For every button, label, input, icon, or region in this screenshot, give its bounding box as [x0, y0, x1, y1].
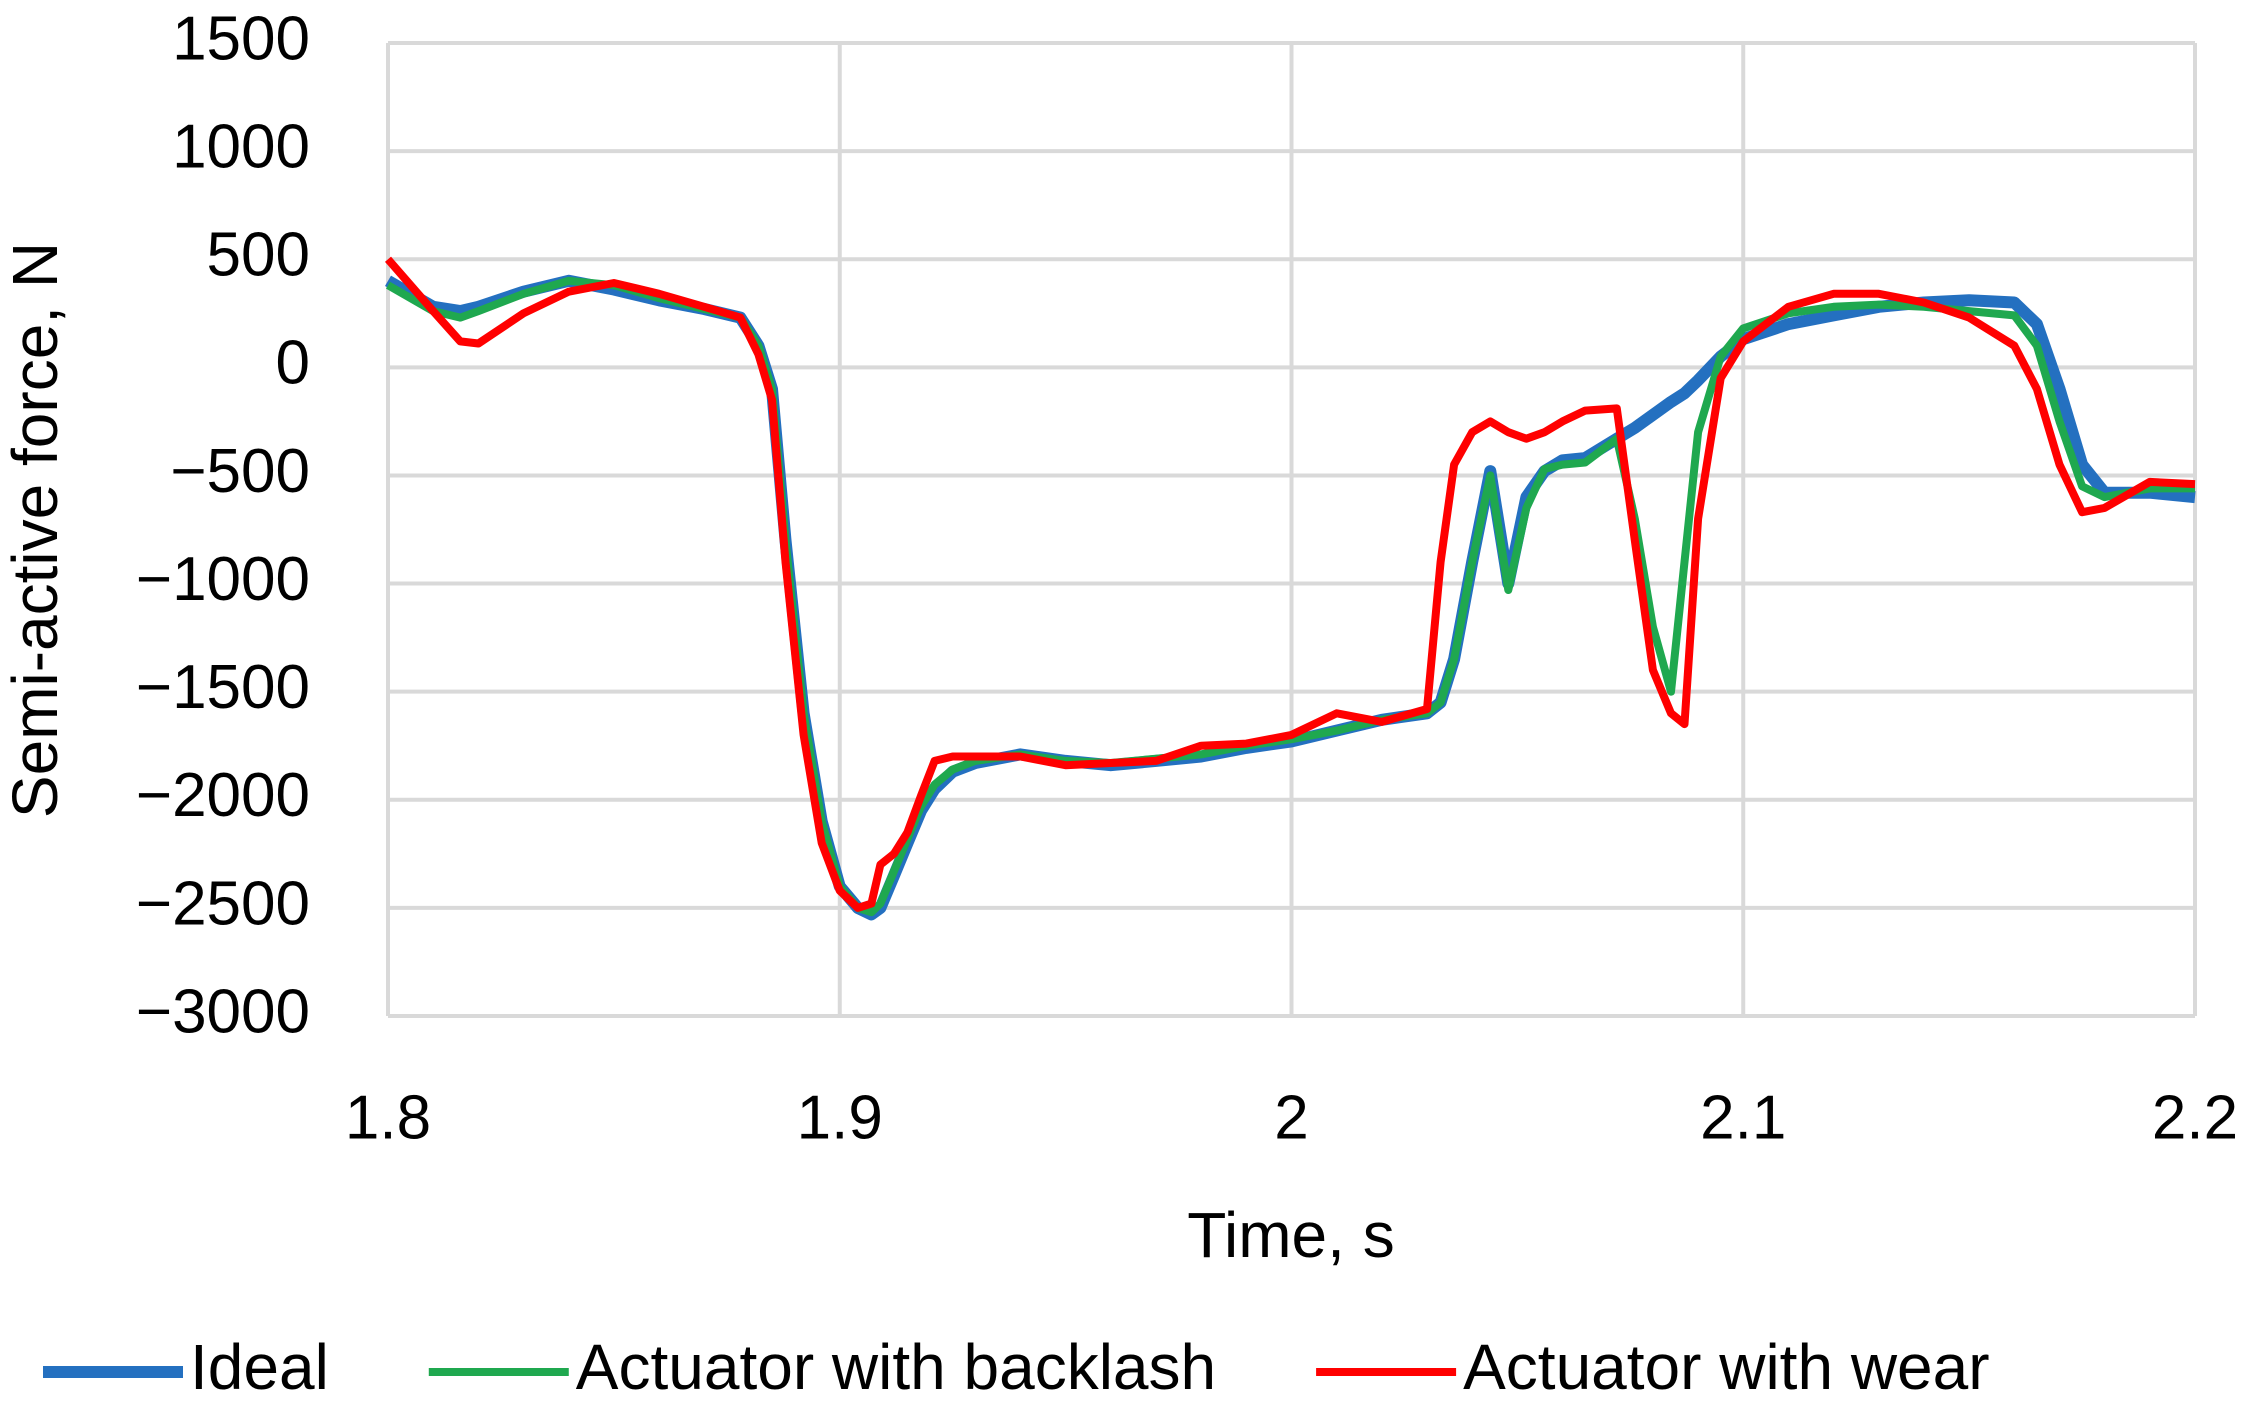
x-tick-label: 1.9 — [797, 1083, 883, 1152]
x-tick-label: 2.2 — [2152, 1083, 2238, 1152]
x-tick-label: 2 — [1274, 1083, 1308, 1152]
y-tick-label: −2500 — [136, 869, 310, 938]
legend-label: Actuator with backlash — [576, 1331, 1216, 1403]
y-tick-label: 0 — [276, 329, 310, 398]
y-tick-label: −2000 — [136, 761, 310, 830]
y-tick-label: −3000 — [136, 977, 310, 1046]
x-tick-label: 1.8 — [345, 1083, 431, 1152]
y-axis-title: Semi-active force, N — [0, 242, 71, 818]
y-tick-label: 500 — [207, 221, 310, 290]
y-tick-label: −1500 — [136, 653, 310, 722]
y-tick-label: 1500 — [172, 4, 310, 73]
legend-label: Ideal — [190, 1331, 329, 1403]
series-line — [384, 256, 2196, 912]
y-tick-label: −500 — [170, 437, 310, 506]
x-tick-label: 2.1 — [1700, 1083, 1786, 1152]
y-tick-label: 1000 — [172, 112, 310, 181]
x-axis-title: Time, s — [1187, 1199, 1394, 1271]
y-tick-label: −1000 — [136, 545, 310, 614]
legend-label: Actuator with wear — [1463, 1331, 1989, 1403]
